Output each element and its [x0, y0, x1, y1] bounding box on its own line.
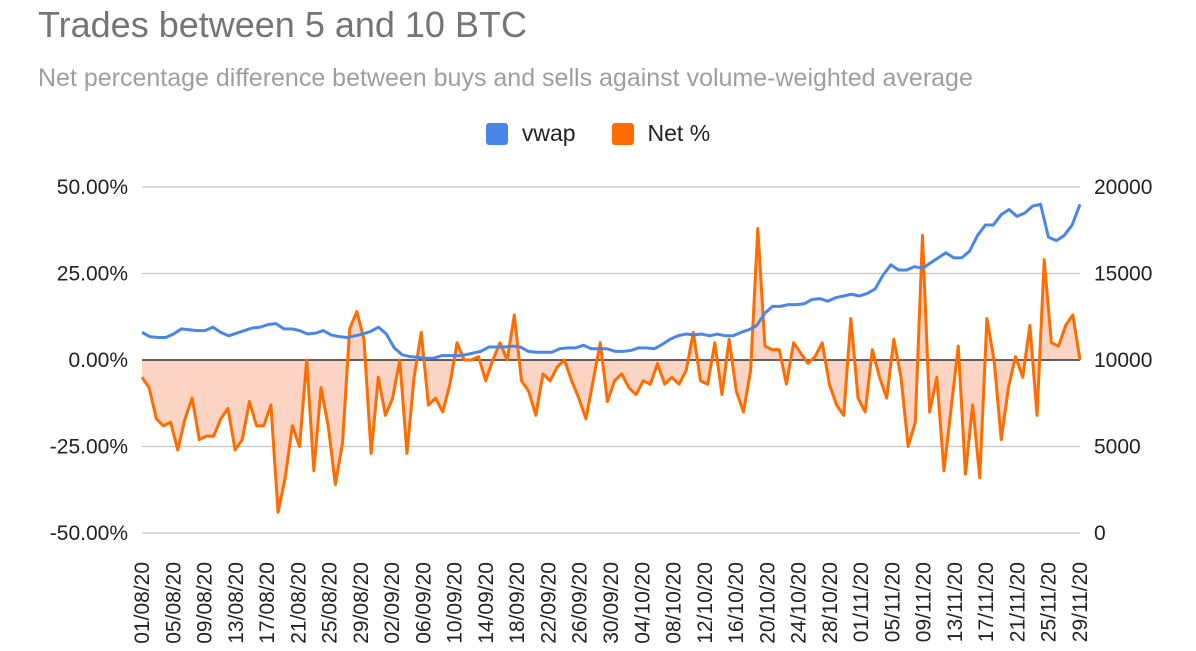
x-tick-label: 09/08/20: [194, 562, 217, 644]
x-tick-label: 12/10/20: [694, 562, 717, 644]
x-tick-label: 16/10/20: [725, 562, 748, 644]
x-tick-label: 25/08/20: [319, 562, 342, 644]
chart-subtitle: Net percentage difference between buys a…: [38, 64, 973, 92]
legend-label-vwap: vwap: [521, 120, 576, 146]
legend-swatch-net: [611, 122, 634, 145]
x-tick-label: 05/11/20: [881, 562, 904, 642]
x-tick-label: 18/09/20: [506, 562, 529, 644]
y-left-tick-label: 0.00%: [68, 349, 128, 372]
x-tick-label: 13/11/20: [944, 562, 967, 642]
y-right-tick-label: 10000: [1094, 349, 1152, 372]
x-tick-label: 21/08/20: [287, 562, 310, 644]
vwap-line: [141, 202, 1082, 360]
x-tick-label: 05/08/20: [162, 562, 185, 644]
net-line: [140, 227, 1082, 514]
x-tick-label: 17/11/20: [975, 562, 998, 642]
x-tick-label: 10/09/20: [444, 562, 467, 644]
x-tick-label: 20/10/20: [756, 562, 779, 644]
x-tick-label: 25/11/20: [1038, 562, 1061, 642]
legend-item-net[interactable]: Net %: [611, 120, 711, 147]
x-tick-label: 14/09/20: [475, 562, 498, 644]
y-right-tick-label: 5000: [1094, 436, 1141, 459]
x-tick-label: 02/09/20: [381, 562, 404, 644]
chart-title: Trades between 5 and 10 BTC: [38, 4, 527, 45]
x-tick-label: 04/10/20: [631, 562, 654, 644]
x-tick-label: 01/08/20: [131, 562, 154, 644]
y-right-tick-label: 0: [1094, 522, 1106, 545]
legend-swatch-vwap: [485, 122, 508, 145]
legend: vwap Net %: [0, 120, 1196, 147]
x-tick-label: 21/11/20: [1006, 562, 1029, 642]
x-tick-label: 17/08/20: [256, 562, 279, 644]
x-tick-label: 29/11/20: [1069, 562, 1092, 642]
legend-label-net: Net %: [647, 120, 711, 146]
y-left-tick-label: -25.00%: [50, 436, 128, 459]
x-tick-label: 24/10/20: [788, 562, 811, 644]
x-tick-label: 28/10/20: [819, 562, 842, 644]
y-left-tick-label: 25.00%: [57, 263, 128, 286]
x-tick-label: 06/09/20: [412, 562, 435, 644]
x-tick-label: 30/09/20: [600, 562, 623, 644]
x-tick-label: 29/08/20: [350, 562, 373, 644]
x-tick-label: 01/11/20: [850, 562, 873, 642]
y-right-tick-label: 15000: [1094, 263, 1152, 286]
net-area-fill: [142, 228, 1080, 513]
x-tick-label: 09/11/20: [913, 562, 936, 642]
legend-item-vwap[interactable]: vwap: [485, 120, 576, 147]
x-tick-label: 13/08/20: [225, 562, 248, 644]
y-right-tick-label: 20000: [1094, 176, 1152, 199]
y-left-tick-label: -50.00%: [50, 522, 128, 545]
x-tick-label: 08/10/20: [663, 562, 686, 644]
y-left-tick-label: 50.00%: [57, 176, 128, 199]
x-tick-label: 22/09/20: [537, 562, 560, 644]
x-tick-label: 26/09/20: [569, 562, 592, 644]
